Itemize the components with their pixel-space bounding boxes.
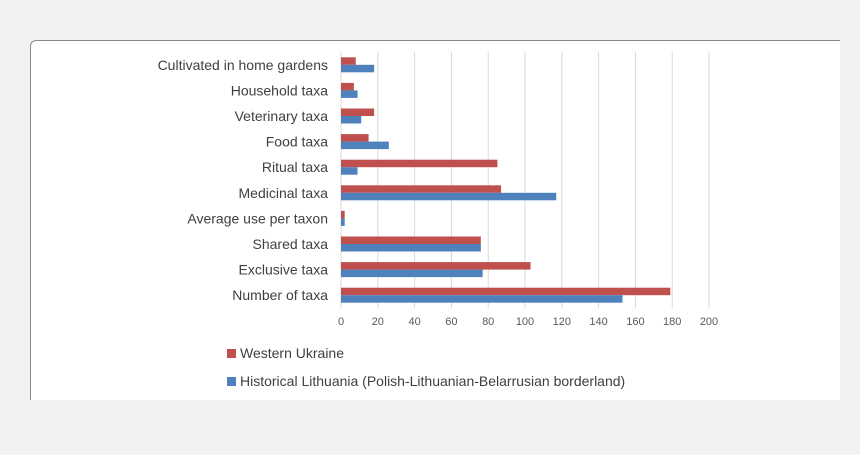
bar-layer: [341, 57, 671, 303]
bar-series-1: [341, 64, 375, 73]
category-label: Food taxa: [266, 134, 328, 150]
x-tick-label: 60: [445, 316, 457, 328]
x-tick-label: 160: [626, 316, 644, 328]
bar-series-0: [341, 185, 502, 193]
bar-series-0: [341, 57, 356, 65]
bar-series-1: [341, 90, 358, 98]
legend-swatch: [227, 377, 236, 386]
bar-series-1: [341, 167, 358, 175]
category-label: Veterinary taxa: [235, 108, 329, 124]
x-tick-label: 200: [700, 316, 718, 328]
x-tick-label: 180: [663, 316, 681, 328]
bar-series-0: [341, 82, 354, 91]
category-labels: Cultivated in home gardens Household taxa…: [158, 57, 329, 303]
category-label: Average use per taxon: [187, 210, 328, 226]
category-label: Cultivated in home gardens: [158, 57, 328, 73]
x-tick-label: 80: [482, 316, 494, 328]
bar-series-1: [341, 192, 557, 201]
x-tick-label: 140: [589, 316, 607, 328]
bar-series-0: [341, 210, 345, 219]
bar-series-0: [341, 236, 481, 244]
legend-label: Western Ukraine: [240, 345, 344, 361]
x-tick-label: 40: [408, 316, 420, 328]
bar-series-1: [341, 295, 623, 303]
category-label: Ritual taxa: [262, 159, 328, 175]
x-tick-label: 100: [516, 316, 534, 328]
bar-series-0: [341, 159, 498, 168]
bar-series-1: [341, 218, 345, 226]
bar-series-1: [341, 244, 481, 252]
legend: Western Ukraine Historical Lithuania (Pol…: [227, 345, 625, 389]
x-tick-label: 0: [338, 316, 344, 328]
chart-card: [30, 40, 840, 400]
bar-series-0: [341, 287, 671, 296]
x-tick-label: 120: [553, 316, 571, 328]
bar-series-0: [341, 108, 375, 116]
bar-series-1: [341, 116, 362, 124]
legend-swatch: [227, 349, 236, 358]
category-label: Household taxa: [231, 82, 329, 98]
category-label: Shared taxa: [253, 236, 329, 252]
bar-series-0: [341, 134, 369, 142]
bar-series-0: [341, 262, 531, 270]
bar-series-1: [341, 141, 389, 150]
x-tick-labels: 0 20 40 60 80 100 120 140 160 180 200: [338, 316, 718, 328]
category-label: Number of taxa: [232, 287, 328, 303]
category-label: Exclusive taxa: [239, 262, 329, 278]
legend-label: Historical Lithuania (Polish-Lithuanian-…: [240, 373, 625, 389]
x-tick-label: 20: [372, 316, 384, 328]
category-label: Medicinal taxa: [239, 185, 329, 201]
bar-series-1: [341, 269, 483, 278]
